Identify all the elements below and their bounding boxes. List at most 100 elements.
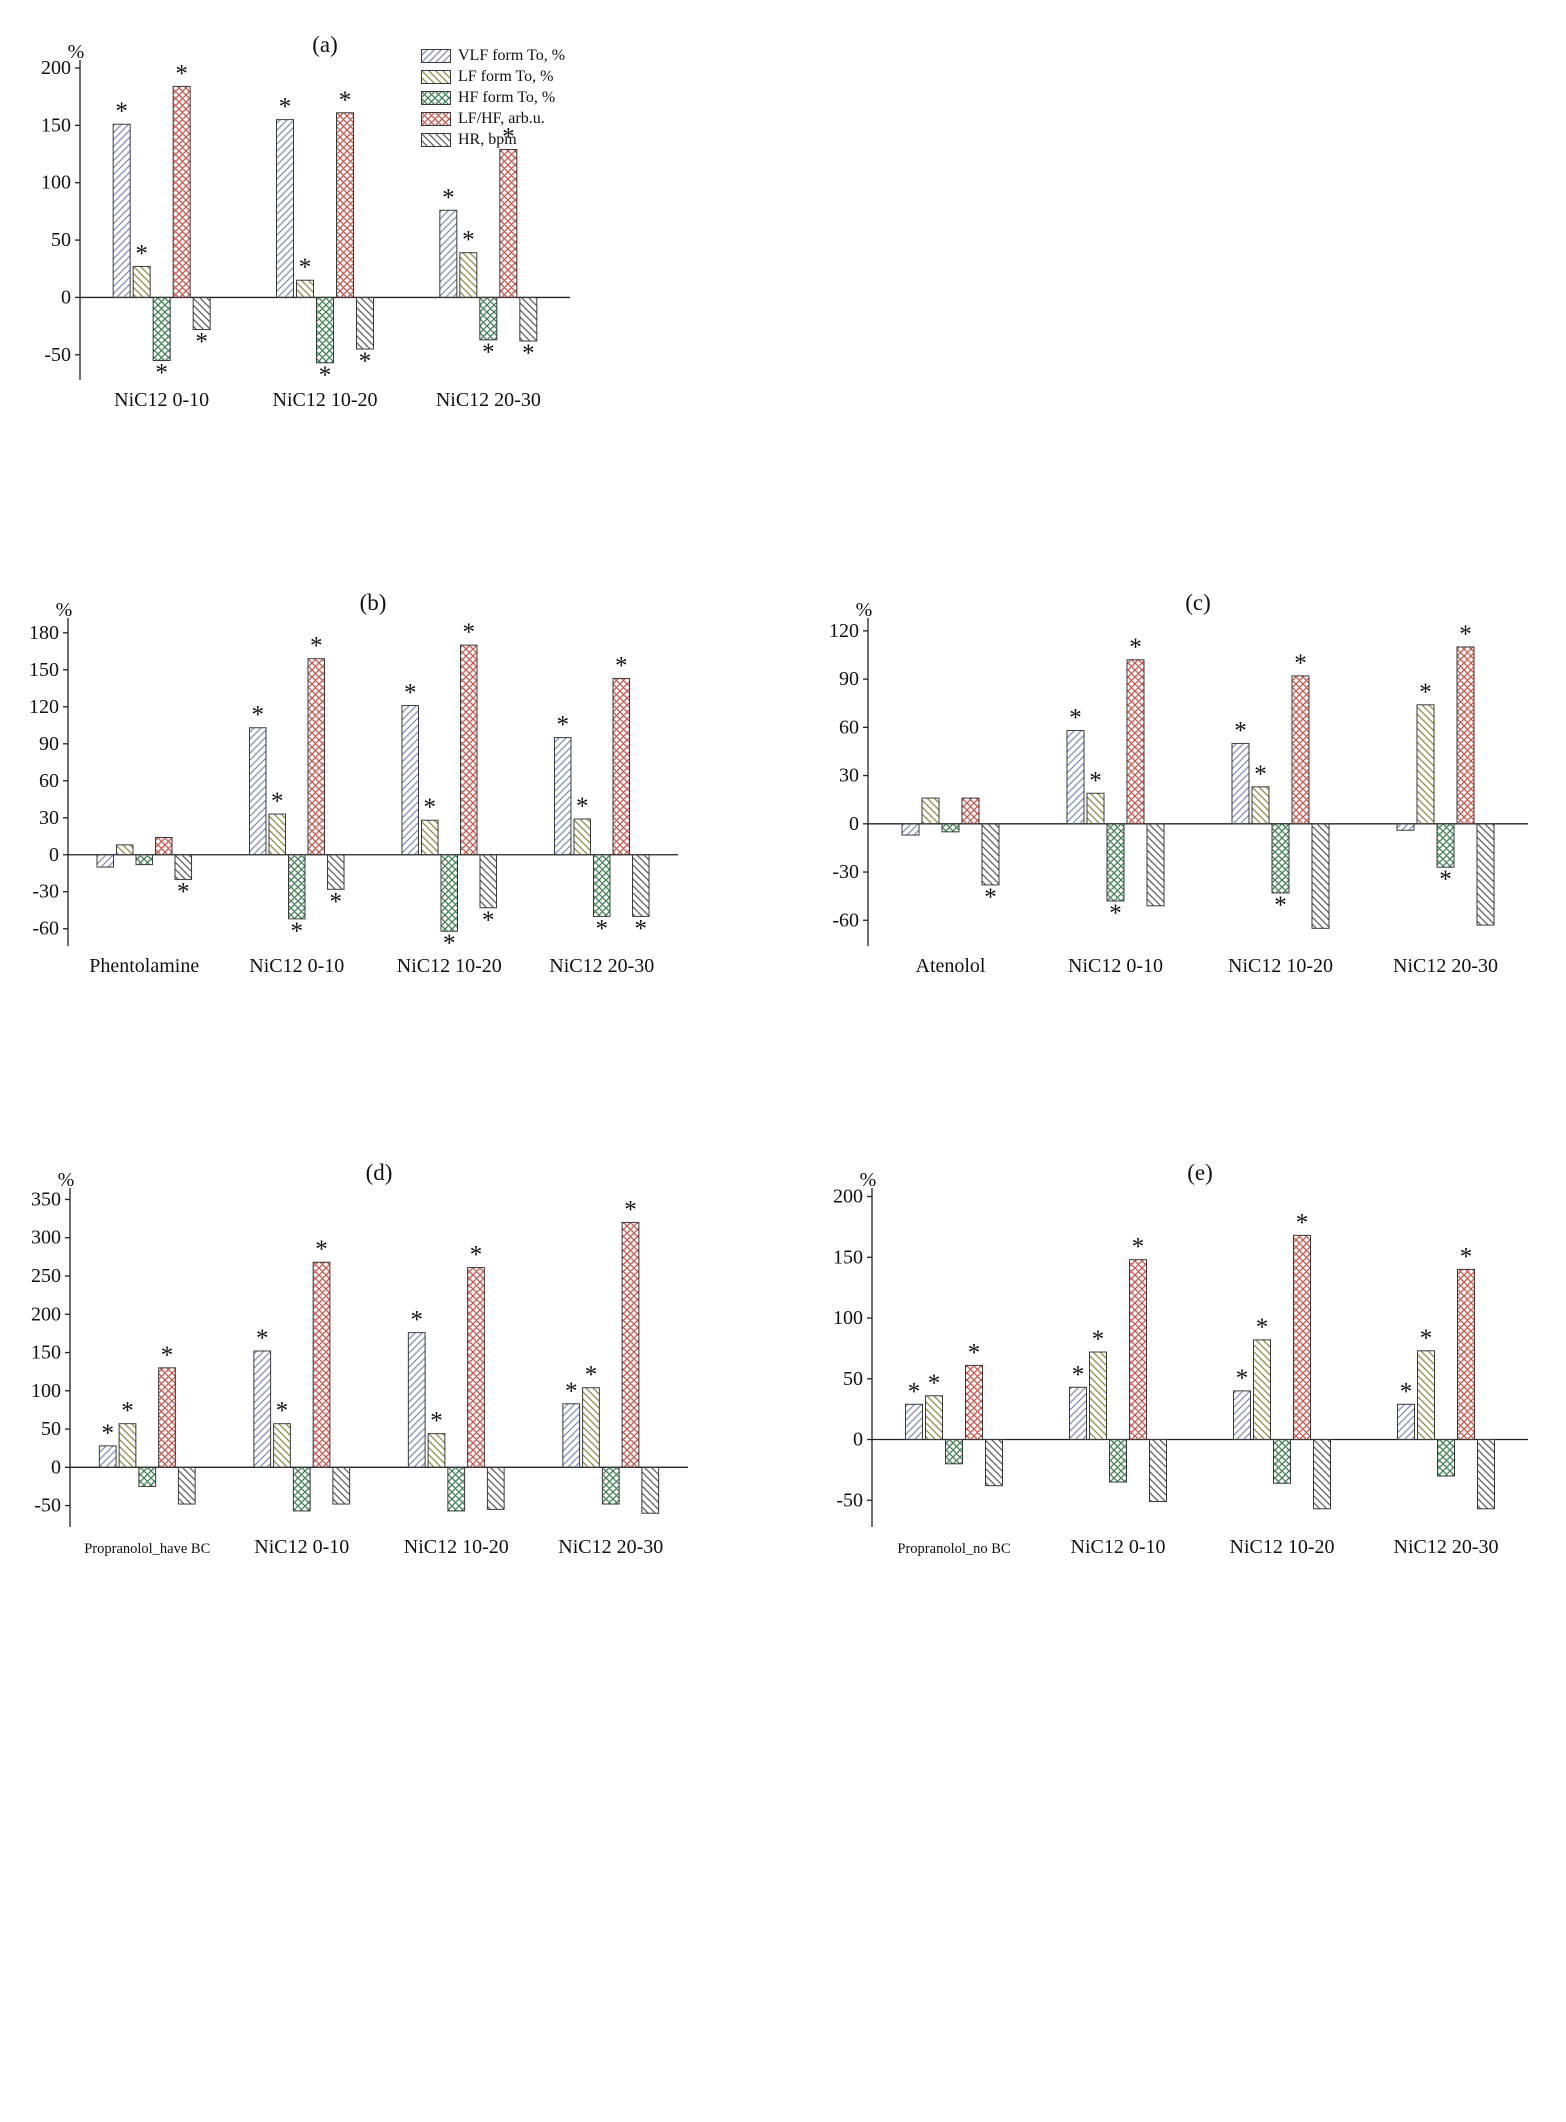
bar-hfformto	[479, 296, 498, 341]
significance-star: *	[1089, 767, 1102, 794]
bar-lfhf	[499, 148, 518, 298]
y-tick-label: -50	[34, 1495, 61, 1517]
bar-hr	[174, 854, 193, 880]
bar-lfformto	[582, 1387, 600, 1468]
significance-star: *	[984, 884, 997, 911]
significance-star: *	[299, 254, 312, 281]
bar-vlfformto	[98, 1445, 117, 1468]
significance-star: *	[279, 94, 292, 121]
significance-star: *	[319, 362, 332, 389]
bar-lfhf	[155, 836, 173, 856]
y-tick-label: 0	[853, 1429, 863, 1451]
y-tick-label: 30	[839, 765, 859, 787]
category-label: NiC12 20-30	[549, 955, 654, 977]
bar-lfhf	[1291, 675, 1310, 825]
significance-star: *	[310, 633, 323, 660]
y-tick-label: 60	[839, 716, 859, 738]
bar-hr	[1476, 823, 1495, 926]
significance-star: *	[161, 1342, 174, 1369]
bar-lfformto	[459, 252, 478, 298]
significance-star: *	[430, 1408, 443, 1435]
significance-star: *	[1274, 892, 1287, 919]
bar-hr	[192, 296, 211, 331]
bar-hfformto	[592, 854, 611, 917]
category-label: NiC12 10-20	[1228, 955, 1333, 977]
significance-star: *	[177, 878, 190, 905]
bar-hr	[981, 823, 1000, 886]
category-label: NiC12 20-30	[436, 389, 541, 411]
y-axis-unit: %	[56, 599, 73, 621]
chart-c: -60 -30 0 30 60 90 120% (c) * * * * * * * * * * * * Atenolol…	[829, 590, 1528, 977]
significance-star: *	[404, 680, 417, 707]
category-label: NiC12 0-10	[1071, 1536, 1166, 1558]
bar-lfformto	[1417, 1350, 1435, 1441]
significance-star: *	[339, 87, 352, 114]
category-label: NiC12 10-20	[273, 389, 378, 411]
bar-vlfformto	[1231, 742, 1250, 825]
bar-hr	[519, 296, 538, 342]
category-label: NiC12 0-10	[1068, 955, 1163, 977]
significance-star: *	[1234, 717, 1247, 744]
y-tick-label: 200	[833, 1186, 863, 1208]
y-tick-label: 50	[843, 1368, 863, 1390]
y-tick-label: 100	[41, 172, 71, 194]
category-label: NiC12 0-10	[254, 1536, 349, 1558]
y-tick-label: 150	[41, 114, 71, 136]
significance-star: *	[442, 184, 455, 211]
bar-lfhf	[1293, 1234, 1311, 1441]
category-label: NiC12 10-20	[404, 1536, 509, 1558]
y-tick-label: 250	[31, 1265, 61, 1287]
bar-vlfformto	[96, 854, 114, 868]
panel-e: -50 0 50 100 150 200% (e) * * * * * * * * * * * * Propranol…	[820, 1142, 1544, 1597]
legend-swatch-hf-icon	[421, 91, 451, 105]
bar-lfformto	[132, 265, 151, 298]
bar-hr	[641, 1466, 660, 1514]
bar-vlfformto	[253, 1350, 272, 1468]
bar-lfformto	[921, 797, 940, 825]
y-tick-label: 120	[829, 620, 859, 642]
significance-star: *	[1296, 1209, 1309, 1236]
category-label: NiC12 10-20	[397, 955, 502, 977]
significance-star: *	[1419, 679, 1432, 706]
significance-star: *	[596, 915, 609, 942]
significance-star: *	[576, 793, 589, 820]
significance-star: *	[101, 1420, 114, 1447]
significance-star: *	[968, 1339, 981, 1366]
panel-letter: (a)	[312, 32, 338, 57]
bar-hfformto	[447, 1466, 466, 1512]
significance-star: *	[1129, 634, 1142, 661]
significance-star: *	[502, 123, 515, 150]
panel-letter: (c)	[1185, 590, 1211, 615]
category-label: NiC12 20-30	[1394, 1536, 1499, 1558]
significance-star: *	[1459, 621, 1472, 648]
significance-star: *	[1132, 1234, 1145, 1261]
bar-lfformto	[1251, 786, 1270, 825]
significance-star: *	[135, 240, 148, 267]
y-axis-unit: %	[58, 1169, 75, 1191]
significance-star: *	[1254, 761, 1267, 788]
bar-vlfformto	[439, 209, 458, 298]
category-label: NiC12 20-30	[558, 1536, 663, 1558]
legend-item-hr: HR, bpm	[421, 130, 565, 150]
bar-hfformto	[1437, 1439, 1455, 1477]
bar-vlfformto	[1066, 730, 1085, 825]
y-axis-unit: %	[68, 41, 85, 63]
legend-label-hr: HR, bpm	[458, 131, 517, 148]
category-label: NiC12 0-10	[114, 389, 209, 411]
bar-vlfformto	[901, 823, 920, 836]
bar-hfformto	[1106, 823, 1125, 902]
y-axis-unit: %	[856, 599, 873, 621]
panel-d: -50 0 50 100 150 200 250 300 350% (d) * * * * * * * * * * * *…	[18, 1142, 718, 1597]
category-label: Propranolol_have BC	[84, 1541, 210, 1557]
bar-lfformto	[1086, 792, 1105, 825]
significance-star: *	[423, 794, 436, 821]
legend-swatch-lfhf-icon	[421, 112, 451, 126]
bar-lfformto	[573, 818, 591, 856]
significance-star: *	[556, 712, 569, 739]
significance-star: *	[1109, 900, 1122, 927]
bar-hr	[356, 296, 374, 350]
significance-star: *	[470, 1242, 483, 1269]
significance-star: *	[928, 1370, 941, 1397]
bar-vlfformto	[905, 1403, 923, 1441]
